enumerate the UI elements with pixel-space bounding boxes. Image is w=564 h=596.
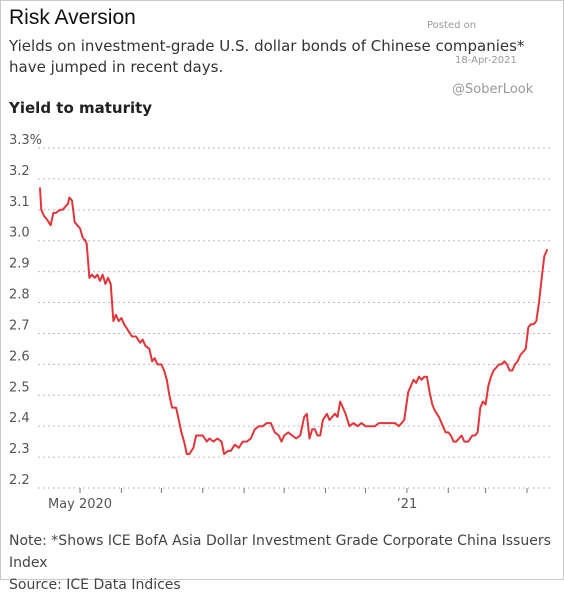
y-tick-label: 2.4	[9, 411, 30, 426]
footnote-note: Note: *Shows ICE BofA Asia Dollar Invest…	[9, 533, 551, 571]
x-tick-label: ’21	[397, 497, 418, 512]
y-tick-label: 2.5	[9, 380, 30, 395]
y-tick-label: 2.6	[9, 349, 30, 364]
chart-subtitle: Yields on investment-grade U.S. dollar b…	[9, 37, 525, 76]
y-tick-label: 3.0	[9, 226, 30, 241]
watermark-handle: @SoberLook	[452, 82, 534, 97]
chart-title: Risk Aversion	[9, 6, 136, 29]
y-tick-label: 3.1	[9, 195, 30, 210]
footnote-source: Source: ICE Data Indices	[9, 577, 181, 593]
y-tick-label: 2.2	[9, 473, 30, 488]
watermark-date: 18-Apr-2021	[455, 55, 517, 66]
y-tick-label: 3.2	[9, 164, 30, 179]
series-line	[39, 187, 548, 455]
chart-footnote: Note: *Shows ICE BofA Asia Dollar Invest…	[9, 530, 559, 596]
x-tick-label: May 2020	[48, 497, 112, 512]
y-tick-label: 2.7	[9, 318, 30, 333]
yield-line-chart: 3.3% 3.2 3.1 3.0 2.9 2.8 2.7 2.6 2.5 2.4 2.3 2.2 May…	[9, 133, 552, 512]
y-tick-label: 2.8	[9, 288, 30, 303]
y-axis-title: Yield to maturity	[9, 99, 153, 117]
y-tick-label: 2.3	[9, 442, 30, 457]
y-tick-label: 2.9	[9, 257, 30, 272]
y-tick-label: 3.3%	[9, 133, 42, 148]
watermark-posted: Posted on	[427, 20, 477, 31]
